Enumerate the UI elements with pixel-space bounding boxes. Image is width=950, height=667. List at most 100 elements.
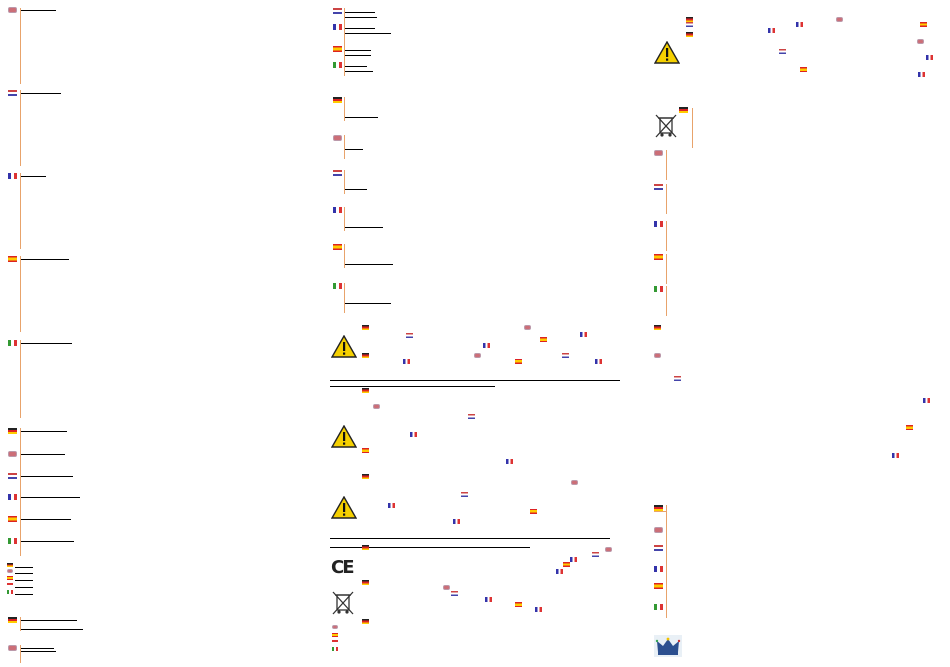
flag-es-icon <box>362 448 369 453</box>
flag-es-icon <box>920 22 927 27</box>
flag-row-rule <box>345 66 367 67</box>
section-divider <box>20 617 21 631</box>
flag-es-icon <box>530 509 537 514</box>
flag-uk-icon <box>571 480 578 485</box>
flag-uk-icon <box>474 353 481 358</box>
flag-fr-icon <box>918 72 925 77</box>
flag-row-rule <box>345 17 377 18</box>
section-heading-rule <box>345 227 383 228</box>
flag-fr-icon <box>485 597 492 602</box>
flag-it-icon <box>332 647 338 651</box>
flag-de-icon <box>362 619 369 624</box>
section-divider <box>692 108 693 148</box>
flag-row-rule <box>15 587 33 588</box>
flag-es-icon <box>800 67 807 72</box>
flag-de-icon <box>362 325 369 330</box>
flag-row-rule <box>345 33 391 34</box>
flag-de-icon <box>686 32 693 37</box>
flag-nl-icon <box>8 473 17 479</box>
flag-row-rule <box>345 71 373 72</box>
section-divider <box>666 505 667 618</box>
flag-row-rule <box>21 431 67 432</box>
flag-nl-icon <box>333 170 342 176</box>
flag-es-icon <box>7 576 13 580</box>
flag-es-icon <box>8 256 17 262</box>
flag-fr-icon <box>570 557 577 562</box>
flag-row-rule <box>345 28 375 29</box>
flag-nl-icon <box>406 333 413 338</box>
section-divider <box>20 645 21 663</box>
warning-icon <box>654 41 680 64</box>
flag-es-icon <box>563 562 570 567</box>
flag-uk-icon <box>332 625 338 629</box>
flag-it-icon <box>333 62 342 68</box>
flag-fr-icon <box>410 432 417 437</box>
section-divider <box>666 221 667 251</box>
flag-es-icon <box>906 425 913 430</box>
flag-nl-icon <box>461 492 468 497</box>
flag-de-icon <box>8 617 17 623</box>
flag-fr-icon <box>8 173 17 179</box>
section-divider <box>344 97 345 121</box>
flag-nl-icon <box>654 545 663 551</box>
flag-row-rule <box>21 476 73 477</box>
flag-row-rule <box>15 567 33 568</box>
separator-rule <box>330 380 620 381</box>
flag-nl-icon <box>468 414 475 419</box>
section-divider <box>344 244 345 268</box>
flag-es-icon <box>540 337 547 342</box>
weee-bin-icon <box>655 114 677 138</box>
flag-de-icon <box>362 353 369 358</box>
flag-fr-icon <box>8 494 17 500</box>
section-divider <box>20 256 21 332</box>
flag-row-rule <box>21 519 71 520</box>
flag-de-icon <box>8 428 17 434</box>
flag-uk-icon <box>443 585 450 590</box>
column-2: CE <box>325 0 625 667</box>
section-heading-rule <box>21 620 77 621</box>
flag-de-icon <box>362 545 369 550</box>
flag-row-rule <box>345 12 375 13</box>
flag-fr-icon <box>595 359 602 364</box>
flag-uk-icon <box>7 569 13 573</box>
section-divider <box>20 340 21 418</box>
flag-fr-icon <box>333 24 342 30</box>
weee-bin-icon <box>332 591 354 615</box>
ce-mark-icon: CE <box>331 557 354 578</box>
flag-es-icon <box>515 359 522 364</box>
flag-fr-icon <box>654 566 663 572</box>
flag-de-icon <box>362 580 369 585</box>
flag-uk-icon <box>333 135 342 141</box>
section-heading-rule <box>345 117 378 118</box>
separator-rule <box>330 538 610 539</box>
flag-uk-icon <box>654 527 663 533</box>
flag-fr-icon <box>768 28 775 33</box>
flag-fr-icon <box>926 55 933 60</box>
column-1 <box>0 0 315 667</box>
flag-de-icon <box>362 474 369 479</box>
flag-row-rule <box>345 55 371 56</box>
flag-it-icon <box>654 286 663 292</box>
flag-uk-icon <box>373 404 380 409</box>
flag-de-icon <box>654 325 661 330</box>
section-heading-rule <box>345 189 367 190</box>
section-heading-rule <box>21 10 56 11</box>
flag-es-icon <box>654 583 663 589</box>
flag-fr-icon <box>654 221 663 227</box>
flag-row-rule <box>15 580 33 581</box>
warning-icon <box>331 496 357 519</box>
flag-underline <box>654 511 666 512</box>
flag-row-rule <box>15 573 33 574</box>
flag-uk-icon <box>836 17 843 22</box>
flag-es-icon <box>515 602 522 607</box>
warning-icon <box>331 335 357 358</box>
flag-de-icon <box>654 505 663 511</box>
flag-es-icon <box>333 244 342 250</box>
section-divider <box>666 184 667 214</box>
flag-uk-icon <box>605 547 612 552</box>
flag-it-icon <box>333 283 342 289</box>
separator-rule <box>330 386 495 387</box>
flag-it-icon <box>7 590 13 594</box>
flag-row-rule <box>21 541 74 542</box>
section-heading-rule <box>21 648 54 649</box>
